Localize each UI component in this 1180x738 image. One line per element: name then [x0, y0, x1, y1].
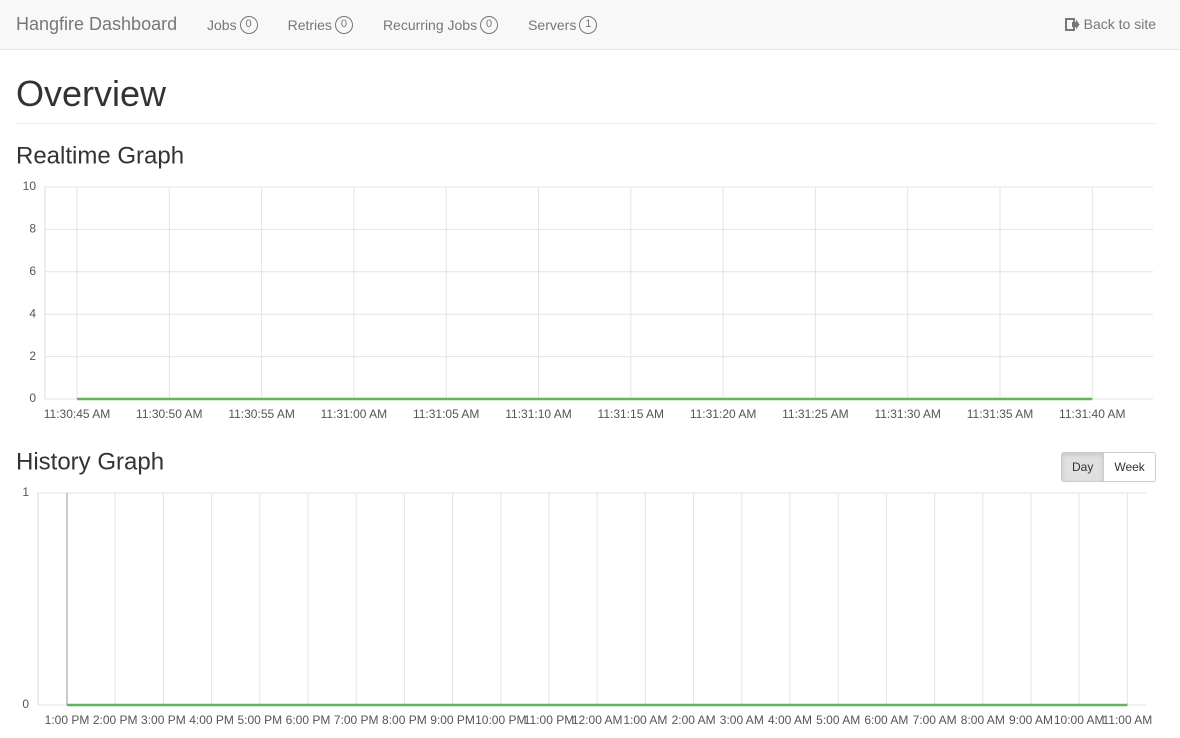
x-tick-label: 4:00 AM [768, 713, 812, 727]
x-tick-label: 11:31:40 AM [1059, 407, 1126, 421]
nav-item[interactable]: Jobs 0 [207, 16, 258, 34]
x-tick-label: 6:00 PM [286, 713, 331, 727]
nav-label: Recurring Jobs [382, 17, 478, 33]
signout-icon [1064, 17, 1080, 31]
range-buttons: Day Week [1061, 452, 1156, 482]
x-tick-label: 1:00 PM [45, 713, 90, 727]
x-tick-label: 10:00 AM [1054, 713, 1105, 727]
y-tick-label: 0 [22, 697, 29, 711]
x-tick-label: 10:00 PM [475, 713, 526, 727]
x-tick-label: 11:31:00 AM [321, 407, 388, 421]
x-tick-label: 5:00 AM [816, 713, 860, 727]
y-tick-label: 0 [29, 391, 36, 405]
badge: 0 [239, 16, 258, 34]
back-label: Back to site [1083, 16, 1156, 32]
x-tick-label: 5:00 PM [237, 713, 282, 727]
nav-item[interactable]: Recurring Jobs 0 [382, 16, 499, 34]
x-tick-label: 11:31:05 AM [413, 407, 480, 421]
x-tick-label: 6:00 AM [864, 713, 908, 727]
chart-title: Realtime Graph [16, 142, 184, 169]
brand[interactable]: Hangfire Dashboard [16, 14, 178, 34]
chart-title: History Graph [16, 448, 164, 475]
x-tick-label: 11:31:15 AM [598, 407, 665, 421]
x-tick-label: 11:30:45 AM [44, 407, 111, 421]
navbar: Hangfire Dashboard Jobs 0 Retries 0 Recurr… [0, 0, 1180, 50]
nav-label: Retries [287, 17, 332, 33]
nav-item[interactable]: Servers 1 [528, 16, 598, 34]
x-tick-label: 11:00 AM [1102, 713, 1152, 727]
x-tick-label: 11:31:25 AM [782, 407, 849, 421]
x-tick-label: 12:00 AM [572, 713, 623, 727]
x-tick-label: 11:30:50 AM [136, 407, 203, 421]
x-tick-label: 4:00 PM [189, 713, 234, 727]
x-tick-label: 8:00 PM [382, 713, 427, 727]
y-tick-label: 6 [29, 264, 36, 278]
x-tick-label: 7:00 PM [334, 713, 379, 727]
nav-items: Jobs 0 Retries 0 Recurring Jobs 0 Servers 1 [207, 16, 598, 34]
x-tick-label: 11:31:10 AM [505, 407, 572, 421]
badge: 0 [334, 16, 353, 34]
x-tick-label: 2:00 PM [93, 713, 138, 727]
x-tick-label: 9:00 AM [1009, 713, 1053, 727]
x-tick-label: 7:00 AM [913, 713, 957, 727]
x-tick-label: 9:00 PM [430, 713, 475, 727]
y-tick-label: 4 [29, 306, 36, 320]
x-tick-label: 1:00 AM [623, 713, 667, 727]
badge: 0 [480, 16, 499, 34]
x-tick-label: 11:31:35 AM [967, 407, 1034, 421]
y-tick-label: 8 [29, 222, 36, 236]
nav-label: Servers [528, 17, 577, 33]
x-tick-label: 11:31:30 AM [874, 407, 941, 421]
divider [16, 123, 1156, 124]
x-tick-label: 11:31:20 AM [690, 407, 757, 421]
x-tick-label: 2:00 AM [672, 713, 716, 727]
page-title: Overview [16, 73, 167, 114]
x-tick-label: 11:00 PM [524, 713, 574, 727]
y-tick-label: 1 [22, 485, 29, 499]
x-tick-label: 3:00 PM [141, 713, 186, 727]
x-tick-label: 3:00 AM [720, 713, 764, 727]
week-button[interactable]: Week [1103, 452, 1156, 482]
x-tick-label: 11:30:55 AM [228, 407, 295, 421]
nav-label: Jobs [207, 17, 237, 33]
y-tick-label: 2 [29, 349, 36, 363]
day-button[interactable]: Day [1061, 452, 1104, 482]
nav-item[interactable]: Retries 0 [288, 16, 353, 34]
back-link[interactable]: Back to site [1064, 16, 1156, 32]
y-tick-label: 10 [23, 179, 37, 193]
badge: 1 [579, 16, 598, 34]
x-tick-label: 8:00 AM [961, 713, 1005, 727]
